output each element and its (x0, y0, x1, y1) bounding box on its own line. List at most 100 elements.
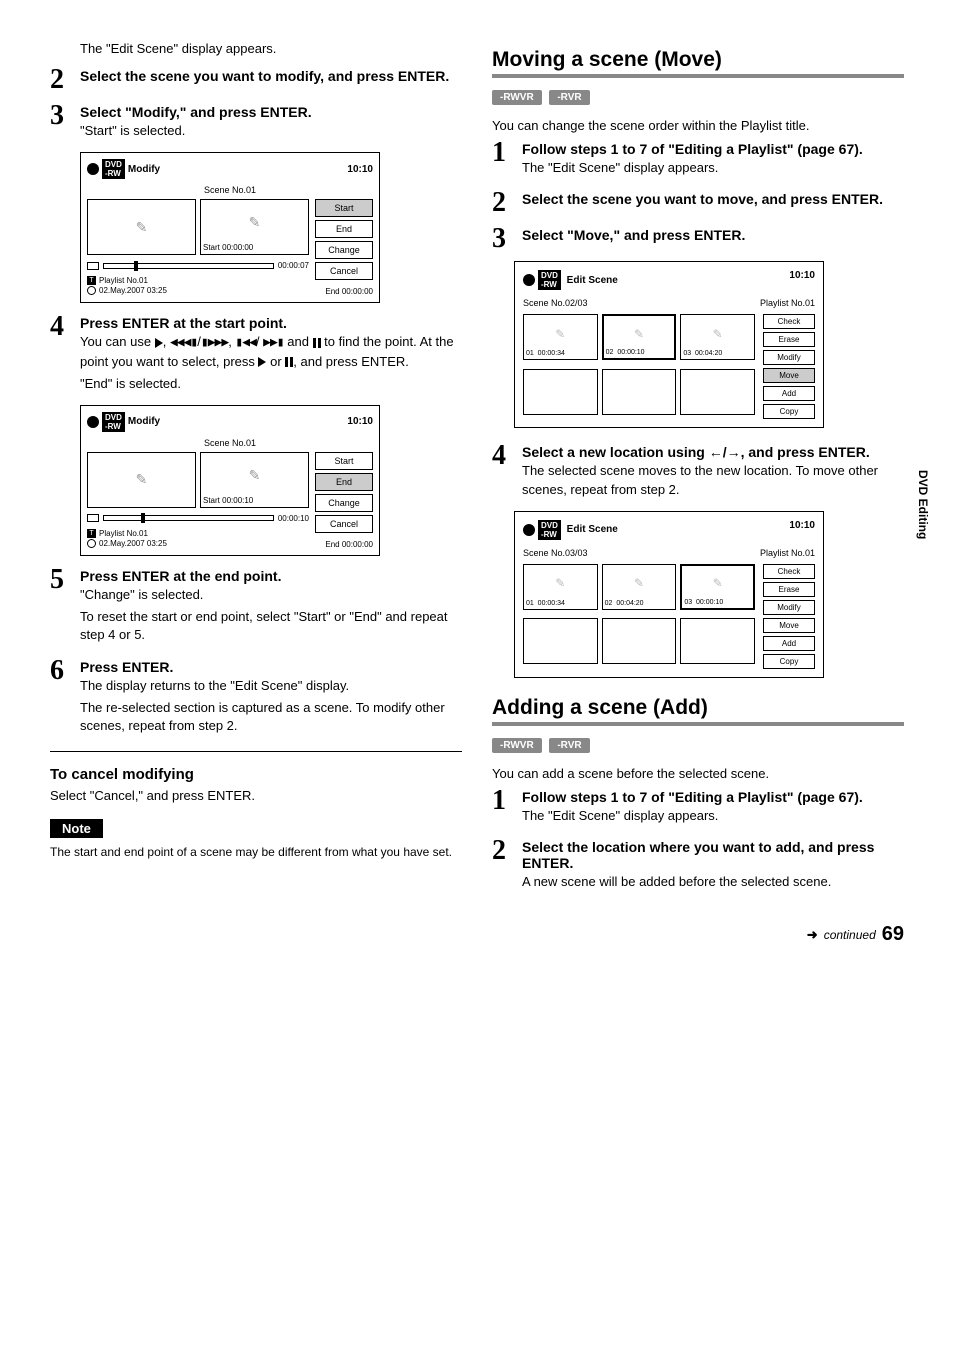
step-text: The re-selected section is captured as a… (80, 699, 462, 735)
edit-scene-ui-2: DVD-RW Edit Scene 10:10 Scene No.03/03Pl… (514, 511, 824, 678)
forward-icon: ▮▶▶▶ (201, 335, 228, 350)
change-button[interactable]: Change (315, 494, 373, 512)
dvd-rw-label: DVD-RW (102, 412, 125, 432)
step-text: "End" is selected. (80, 375, 462, 393)
add-heading: Adding a scene (Add) (492, 696, 904, 726)
timeline-slider[interactable] (103, 515, 274, 521)
next-icon: ▶▶▮ (263, 335, 283, 350)
step-text: A new scene will be added before the sel… (522, 873, 904, 891)
move-step-2: 2 Select the scene you want to move, and… (492, 189, 904, 217)
scene-label: Scene No.01 (87, 185, 373, 195)
title-icon: T (87, 529, 96, 538)
step-text: The "Edit Scene" display appears. (522, 807, 904, 825)
continued-label: continued (824, 928, 876, 942)
scene-cell-empty (602, 369, 677, 415)
step-number: 4 (50, 313, 70, 397)
cancel-text: Select "Cancel," and press ENTER. (50, 787, 462, 805)
step-title: Select "Modify," and press ENTER. (80, 104, 462, 120)
start-thumb: ✎Start 00:00:00 (200, 199, 309, 255)
badge-rvr: -RVR (549, 90, 589, 105)
add-button[interactable]: Add (763, 386, 815, 401)
add-step-1: 1 Follow steps 1 to 7 of "Editing a Play… (492, 787, 904, 829)
step-number: 1 (492, 139, 512, 181)
start-thumb: ✎Start 00:00:10 (200, 452, 309, 508)
badge-rvr: -RVR (549, 738, 589, 753)
scene-cell[interactable]: ✎01 00:00:34 (523, 564, 598, 610)
step-6: 6 Press ENTER. The display returns to th… (50, 657, 462, 740)
modify-button[interactable]: Modify (763, 350, 815, 365)
timeline-slider[interactable] (103, 263, 274, 269)
step-text: "Start" is selected. (80, 122, 462, 140)
badge-rwvr: -RWVR (492, 90, 542, 105)
slider-time: 00:00:07 (278, 261, 309, 270)
modify-ui-1: DVD-RWModify 10:10 Scene No.01 ✎ ✎Start … (80, 152, 380, 303)
step-text: "Change" is selected. (80, 586, 462, 604)
step-title: Press ENTER. (80, 659, 462, 675)
modify-button[interactable]: Modify (763, 600, 815, 615)
right-column: Moving a scene (Move) -RWVR -RVR You can… (492, 40, 904, 903)
move-step-3: 3 Select "Move," and press ENTER. (492, 225, 904, 253)
prev-icon: ▮◀◀ (235, 335, 255, 350)
check-button[interactable]: Check (763, 564, 815, 579)
copy-button[interactable]: Copy (763, 654, 815, 669)
scene-cell[interactable]: ✎02 00:00:10 (602, 314, 677, 360)
move-button[interactable]: Move (763, 618, 815, 633)
playlist-label: Playlist No.01 (99, 276, 148, 285)
scene-cell-empty (523, 369, 598, 415)
date-label: 02.May.2007 03:25 (99, 286, 167, 295)
intro-text: The "Edit Scene" display appears. (80, 40, 462, 58)
dvd-rw-label: DVD-RW (102, 159, 125, 179)
left-column: The "Edit Scene" display appears. 2 Sele… (50, 40, 462, 903)
add-button[interactable]: Add (763, 636, 815, 651)
step-number: 1 (492, 787, 512, 829)
step-title: Select the location where you want to ad… (522, 839, 904, 871)
slider-time: 00:00:10 (278, 514, 309, 523)
cancel-button[interactable]: Cancel (315, 262, 373, 280)
modify-ui-2: DVD-RWModify 10:10 Scene No.01 ✎ ✎Start … (80, 405, 380, 556)
step-number: 2 (492, 837, 512, 895)
copy-button[interactable]: Copy (763, 404, 815, 419)
cancel-button[interactable]: Cancel (315, 515, 373, 533)
check-button[interactable]: Check (763, 314, 815, 329)
divider (50, 751, 462, 752)
step-text: To reset the start or end point, select … (80, 608, 462, 644)
step-text: The "Edit Scene" display appears. (522, 159, 904, 177)
erase-button[interactable]: Erase (763, 582, 815, 597)
step-number: 2 (50, 66, 70, 94)
scene-cell-empty (680, 618, 755, 664)
pause-icon (313, 338, 321, 348)
page-footer: ➜ continued 69 (0, 923, 954, 966)
preview-thumb: ✎ (87, 452, 196, 508)
page-number: 69 (882, 923, 904, 946)
move-step-4: 4 Select a new location using ←/→, and p… (492, 442, 904, 502)
step-number: 2 (492, 189, 512, 217)
step-number: 3 (492, 225, 512, 253)
scene-cell[interactable]: ✎03 00:00:10 (680, 564, 755, 610)
play-icon (155, 338, 163, 348)
scene-cell[interactable]: ✎03 00:04:20 (680, 314, 755, 360)
end-button[interactable]: End (315, 220, 373, 238)
scene-cell[interactable]: ✎01 00:00:34 (523, 314, 598, 360)
step-title: Select "Move," and press ENTER. (522, 227, 904, 243)
step-number: 3 (50, 102, 70, 144)
step-4: 4 Press ENTER at the start point. You ca… (50, 313, 462, 397)
start-button[interactable]: Start (315, 452, 373, 470)
badge-rwvr: -RWVR (492, 738, 542, 753)
disc-icon (87, 416, 99, 428)
step-text: The display returns to the "Edit Scene" … (80, 677, 462, 695)
step-title: Select a new location using ←/→, and pre… (522, 444, 904, 460)
edit-scene-ui-1: DVD-RW Edit Scene 10:10 Scene No.02/03Pl… (514, 261, 824, 428)
start-button[interactable]: Start (315, 199, 373, 217)
end-button[interactable]: End (315, 473, 373, 491)
ui-title: Modify (128, 164, 160, 175)
preview-thumb: ✎ (87, 199, 196, 255)
clock-icon (87, 539, 96, 548)
move-button[interactable]: Move (763, 368, 815, 383)
scene-cell[interactable]: ✎02 00:04:20 (602, 564, 677, 610)
step-number: 4 (492, 442, 512, 502)
erase-button[interactable]: Erase (763, 332, 815, 347)
step-3: 3 Select "Modify," and press ENTER. "Sta… (50, 102, 462, 144)
add-step-2: 2 Select the location where you want to … (492, 837, 904, 895)
change-button[interactable]: Change (315, 241, 373, 259)
ui-clock: 10:10 (347, 164, 373, 175)
